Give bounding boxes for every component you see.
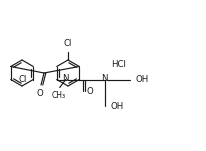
- Text: O: O: [37, 89, 43, 98]
- Text: CH₃: CH₃: [52, 92, 66, 101]
- Text: OH: OH: [111, 102, 124, 111]
- Text: Cl: Cl: [19, 75, 27, 84]
- Text: Cl: Cl: [64, 39, 72, 48]
- Text: N: N: [62, 74, 69, 83]
- Text: OH: OH: [136, 75, 149, 84]
- Text: O: O: [87, 87, 94, 96]
- Text: HCl: HCl: [111, 60, 126, 69]
- Text: N: N: [102, 74, 108, 83]
